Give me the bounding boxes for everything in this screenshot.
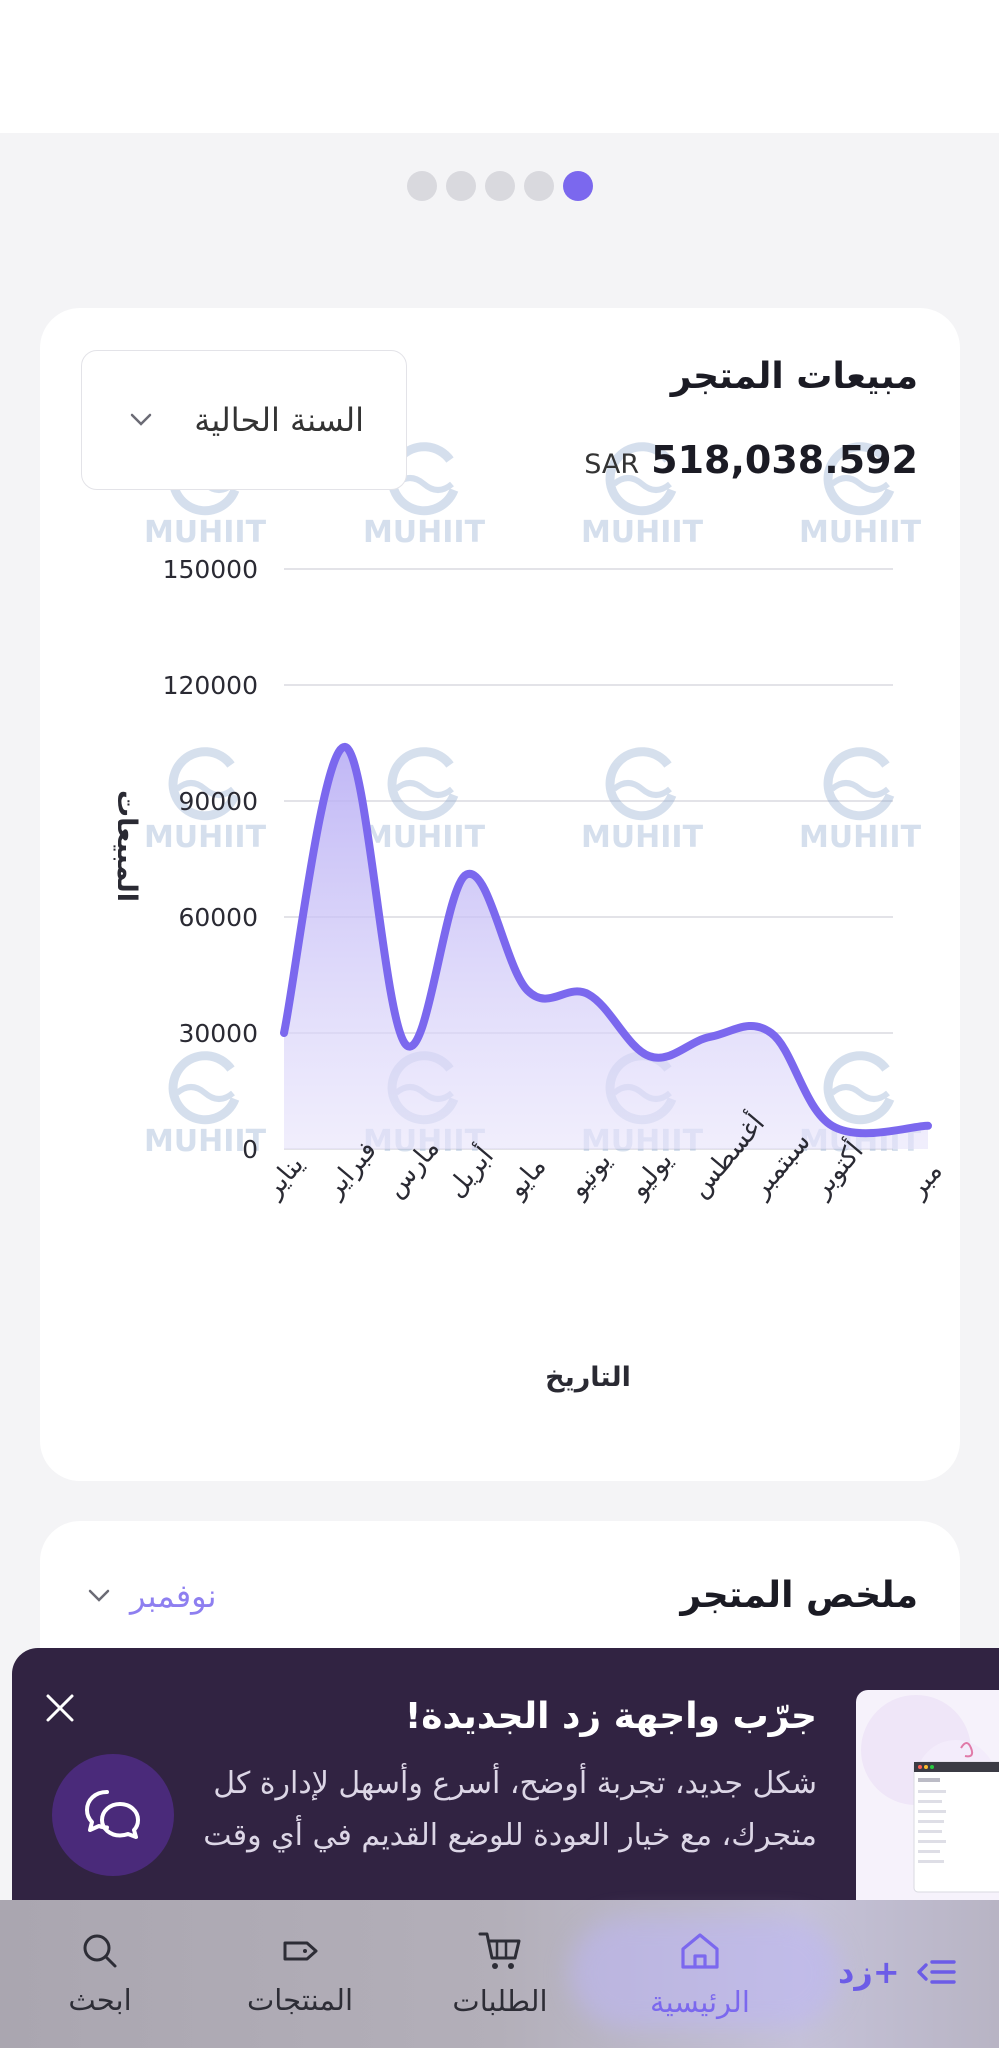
nav-home-label: الرئيسية xyxy=(650,1985,750,2019)
chevron-down-icon xyxy=(130,413,152,426)
sales-area-fill xyxy=(284,746,928,1149)
store-sales-card: MUHIIT MUHIIT MUHIIT MUHIIT MUHIIT MUHIIT MUHI… xyxy=(40,308,960,1481)
y-tick-label: 0 xyxy=(242,1135,258,1164)
nav-products[interactable]: المنتجات xyxy=(230,1900,370,2048)
watermark-text: MUHIIT xyxy=(581,820,704,855)
x-tick-label: مبر xyxy=(901,1157,948,1205)
watermark-logo: MUHIIT xyxy=(799,442,922,550)
watermark-logo: MUHIIT xyxy=(144,1051,267,1159)
y-axis-ticks: 150000 120000 90000 60000 30000 0 xyxy=(163,555,258,1164)
watermark-text: MUHIIT xyxy=(144,515,267,550)
brand-logo-text: زد+ xyxy=(838,1953,900,1991)
pagination-dot-active[interactable] xyxy=(562,171,593,201)
summary-card-title: ملخص المتجر xyxy=(680,1575,918,1616)
watermark-text: MUHIIT xyxy=(144,820,267,855)
nav-home[interactable]: الرئيسية xyxy=(575,1900,825,2048)
close-icon xyxy=(46,1694,74,1722)
watermark-text: MUHIIT xyxy=(144,1124,267,1159)
x-tick-label: مايو xyxy=(501,1152,553,1205)
chart-area-layer xyxy=(280,742,932,1149)
sales-card-title: مبيعات المتجر xyxy=(670,356,918,397)
home-icon xyxy=(681,1933,719,1969)
nav-orders-label: الطلبات xyxy=(452,1984,548,2018)
sales-total-value: 518,038.592 xyxy=(651,438,918,482)
watermark-text: MUHIIT xyxy=(799,820,922,855)
watermark-logo: MUHIIT xyxy=(581,747,704,855)
watermark-logo: MUHIIT xyxy=(581,442,704,550)
menu-collapse-icon xyxy=(916,1960,956,1984)
chevron-down-icon xyxy=(88,1589,110,1602)
banner-description-line: شكل جديد، تجربة أوضح، أسرع وأسهل لإدارة … xyxy=(213,1766,817,1801)
watermark-text: MUHIIT xyxy=(581,515,704,550)
pagination-dot[interactable] xyxy=(523,171,554,201)
banner-title: جرّب واجهة زد الجديدة! xyxy=(404,1696,817,1737)
nav-orders[interactable]: الطلبات xyxy=(430,1900,570,2048)
month-dropdown-label: نوفمبر xyxy=(130,1577,217,1615)
x-axis-label: التاريخ xyxy=(545,1362,631,1393)
y-tick-label: 90000 xyxy=(178,787,258,816)
nav-brand[interactable]: زد+ xyxy=(838,1942,968,2002)
watermark-text: MUHIIT xyxy=(799,515,922,550)
nav-search-label: ابحث xyxy=(68,1983,132,2017)
nav-search[interactable]: ابحث xyxy=(30,1900,170,2048)
banner-description-line: متجرك، مع خيار العودة للوضع القديم في أي… xyxy=(203,1818,817,1853)
y-tick-label: 150000 xyxy=(163,555,258,584)
tag-icon xyxy=(283,1941,318,1961)
pagination-dot[interactable] xyxy=(406,171,437,201)
active-tab-highlight xyxy=(570,1918,840,2028)
banner-preview-image xyxy=(856,1690,999,1900)
carousel-pagination xyxy=(0,171,999,203)
new-interface-banner: جرّب واجهة زد الجديدة! شكل جديد، تجربة أ… xyxy=(12,1648,999,1900)
nav-products-label: المنتجات xyxy=(246,1983,354,2017)
banner-close-button[interactable] xyxy=(42,1690,78,1726)
watermark-logo: MUHIIT xyxy=(363,747,486,855)
top-header-area xyxy=(0,0,999,133)
cart-icon xyxy=(478,1932,521,1969)
y-tick-label: 30000 xyxy=(178,1019,258,1048)
chat-support-button[interactable] xyxy=(52,1754,174,1876)
month-dropdown[interactable]: نوفمبر xyxy=(88,1577,217,1615)
chat-bubbles-icon xyxy=(85,1790,140,1839)
y-axis-label: المبيعات xyxy=(111,790,142,902)
period-dropdown[interactable]: السنة الحالية xyxy=(81,350,407,490)
watermark-text: MUHIIT xyxy=(363,820,486,855)
pagination-dot[interactable] xyxy=(484,171,515,201)
sales-chart: MUHIIT MUHIIT MUHIIT MUHIIT MUHIIT MUHIIT MUHI… xyxy=(111,442,949,1393)
search-icon xyxy=(83,1934,117,1968)
currency-label: SAR xyxy=(584,449,640,480)
watermark-logo: MUHIIT xyxy=(144,747,267,855)
y-tick-label: 60000 xyxy=(178,903,258,932)
sales-total: SAR 518,038.592 xyxy=(584,438,918,482)
period-dropdown-label: السنة الحالية xyxy=(194,401,364,439)
watermark-logo: MUHIIT xyxy=(799,747,922,855)
sales-series-line xyxy=(280,742,932,1138)
banner-description: شكل جديد، تجربة أوضح، أسرع وأسهل لإدارة … xyxy=(157,1758,817,1862)
bottom-navigation: ابحث المنتجات الطلبات الرئيسية زد+ xyxy=(0,1900,999,2048)
y-tick-label: 120000 xyxy=(163,671,258,700)
watermark-text: MUHIIT xyxy=(363,515,486,550)
pagination-dot[interactable] xyxy=(445,171,476,201)
